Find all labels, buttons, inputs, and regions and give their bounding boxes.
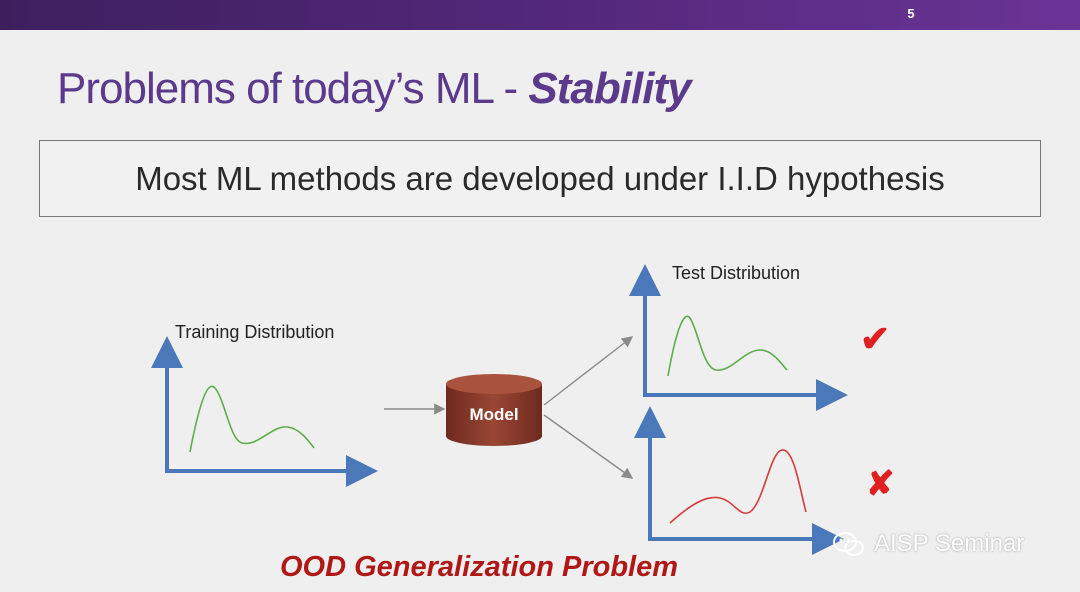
check-icon: ✔: [860, 318, 891, 359]
test-bad-axes: [634, 406, 844, 555]
arrow-to-test-good: [543, 336, 634, 406]
title-emphasis: Stability: [528, 64, 691, 113]
model-label: Model: [469, 405, 519, 424]
test-bad-curve: [669, 449, 807, 524]
slide-title: Problems of today’s ML - Stability: [57, 64, 692, 114]
model-cylinder: [446, 374, 542, 446]
watermark-text: AISP Seminar: [874, 530, 1025, 557]
hypothesis-text: Most ML methods are developed under I.I.…: [135, 159, 945, 197]
top-bar: 5: [0, 0, 1080, 30]
training-axes: [151, 336, 378, 487]
cross-icon: ✘: [866, 465, 895, 503]
page-number: 5: [907, 6, 915, 21]
test-good-curve: [667, 315, 788, 377]
title-plain: Problems of today’s ML -: [57, 64, 529, 113]
hypothesis-box: Most ML methods are developed under I.I.…: [39, 140, 1041, 217]
training-distribution-label: Training Distribution: [175, 322, 335, 342]
arrow-to-test-bad: [543, 414, 634, 479]
watermark: AISP Seminar: [832, 530, 1024, 558]
training-curve: [189, 385, 315, 453]
test-distribution-label: Test Distribution: [672, 263, 801, 283]
wechat-icon: [833, 532, 864, 556]
ood-problem-label: OOD Generalization Problem: [280, 551, 679, 583]
test-good-axes: [629, 264, 848, 411]
